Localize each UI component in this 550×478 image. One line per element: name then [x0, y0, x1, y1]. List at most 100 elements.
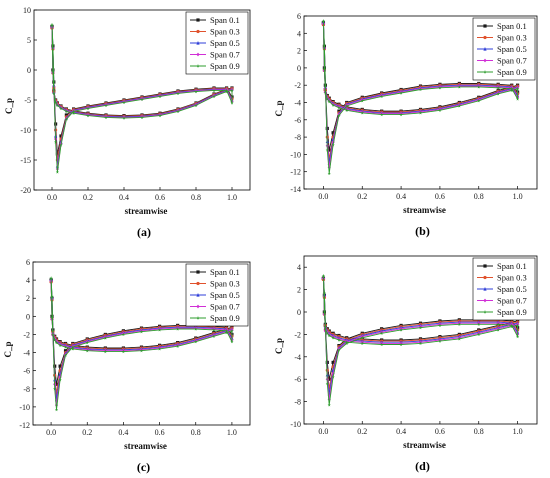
legend-marker — [196, 315, 200, 320]
y-tick-label: 4 — [26, 276, 30, 285]
data-point — [50, 315, 54, 319]
legend-label: Span 0.1 — [210, 267, 240, 277]
y-tick-label: 6 — [297, 12, 301, 21]
data-point — [438, 85, 442, 90]
legend-label: Span 0.3 — [497, 33, 527, 43]
y-tick-label: -6 — [294, 116, 301, 125]
data-point — [58, 375, 62, 379]
data-point — [457, 103, 461, 108]
data-point — [331, 335, 335, 340]
data-point — [212, 88, 216, 92]
data-point — [176, 91, 180, 95]
data-point — [327, 165, 331, 170]
data-point — [360, 341, 364, 345]
y-tick-label: 0 — [27, 66, 31, 75]
data-point — [194, 339, 198, 344]
data-point — [140, 97, 144, 101]
x-tick-label: 0.0 — [318, 192, 328, 201]
x-tick-label: 0.0 — [47, 193, 57, 202]
data-point — [399, 327, 403, 332]
data-point — [51, 328, 55, 333]
plot-frame — [32, 261, 251, 426]
data-point — [225, 89, 229, 94]
legend-label: Span 0.9 — [210, 61, 240, 71]
data-point — [54, 340, 59, 345]
data-point — [360, 110, 364, 115]
data-point — [224, 330, 229, 335]
x-tick-label: 1.0 — [513, 427, 523, 436]
data-point — [194, 103, 198, 107]
legend-marker — [483, 47, 487, 51]
data-point — [331, 131, 335, 135]
data-point — [53, 386, 57, 391]
data-point — [54, 407, 59, 412]
data-point — [325, 96, 329, 101]
data-point — [122, 115, 126, 120]
data-point — [418, 110, 423, 115]
data-point — [515, 86, 520, 91]
data-point — [212, 327, 216, 332]
y-tick-label: -10 — [20, 126, 31, 135]
y-tick-label: -2 — [294, 330, 301, 339]
data-point — [323, 90, 327, 95]
data-point — [331, 374, 335, 379]
y-tick-label: -2 — [294, 81, 301, 90]
legend-label: Span 0.7 — [210, 302, 240, 312]
legend-marker — [196, 41, 200, 45]
x-tick-label: 1.0 — [227, 428, 237, 437]
data-point — [322, 309, 326, 314]
x-tick-label: 0.4 — [396, 192, 406, 201]
data-point — [176, 344, 180, 348]
data-point — [327, 377, 331, 381]
legend-label: Span 0.9 — [497, 307, 527, 317]
data-point — [496, 85, 500, 90]
data-point — [139, 329, 144, 334]
y-tick-label: 4 — [297, 263, 301, 272]
data-point — [327, 171, 331, 176]
data-point — [64, 109, 68, 113]
x-tick-label: 0.4 — [118, 428, 128, 437]
chart-panel-3: 6 4 2 0 -2 -4 -6 -8 -10 -12 0.0 0.2 0.4 0.6 0.8 1.0 stre… — [3, 258, 251, 474]
y-tick-label: -15 — [20, 156, 31, 165]
chart-panel-1: 10 5 0 -5 -10 -15 -20 0.0 0.2 0.4 0.6 0.8 1.0 streamw… — [4, 6, 251, 239]
x-tick-label: 0.8 — [191, 193, 201, 202]
panel-label: (c) — [137, 460, 150, 474]
data-point — [438, 323, 442, 328]
data-point — [323, 83, 327, 87]
data-point — [327, 148, 331, 152]
data-point — [337, 105, 341, 110]
y-tick-label: -6 — [294, 375, 301, 384]
legend-label: Span 0.7 — [210, 50, 240, 60]
x-axis-label: streamwise — [125, 206, 168, 216]
data-point — [322, 43, 326, 48]
y-tick-label: -6 — [23, 367, 30, 376]
data-point — [510, 88, 514, 92]
y-tick-label: 4 — [297, 29, 301, 38]
data-point — [515, 96, 520, 101]
data-point — [157, 327, 162, 332]
data-point — [158, 113, 162, 118]
y-tick-label: -4 — [294, 353, 301, 362]
y-tick-label: -10 — [290, 150, 301, 159]
legend-label: Span 0.3 — [210, 279, 240, 289]
data-point — [438, 108, 442, 112]
data-point — [496, 322, 500, 326]
data-point — [212, 94, 216, 98]
y-tick-label: 0 — [297, 64, 301, 73]
data-point — [457, 322, 461, 326]
x-tick-label: 0.2 — [357, 427, 367, 436]
data-point — [194, 89, 198, 94]
data-point — [345, 108, 349, 112]
data-point — [515, 334, 520, 339]
data-point — [230, 88, 234, 92]
legend-marker — [483, 69, 487, 74]
y-tick-label: -10 — [19, 403, 30, 412]
data-point — [58, 343, 62, 347]
legend-marker — [483, 35, 487, 40]
legend-label: Span 0.7 — [497, 56, 527, 66]
data-point — [477, 332, 481, 336]
data-point — [103, 335, 107, 340]
y-tick-label: 6 — [26, 258, 30, 267]
